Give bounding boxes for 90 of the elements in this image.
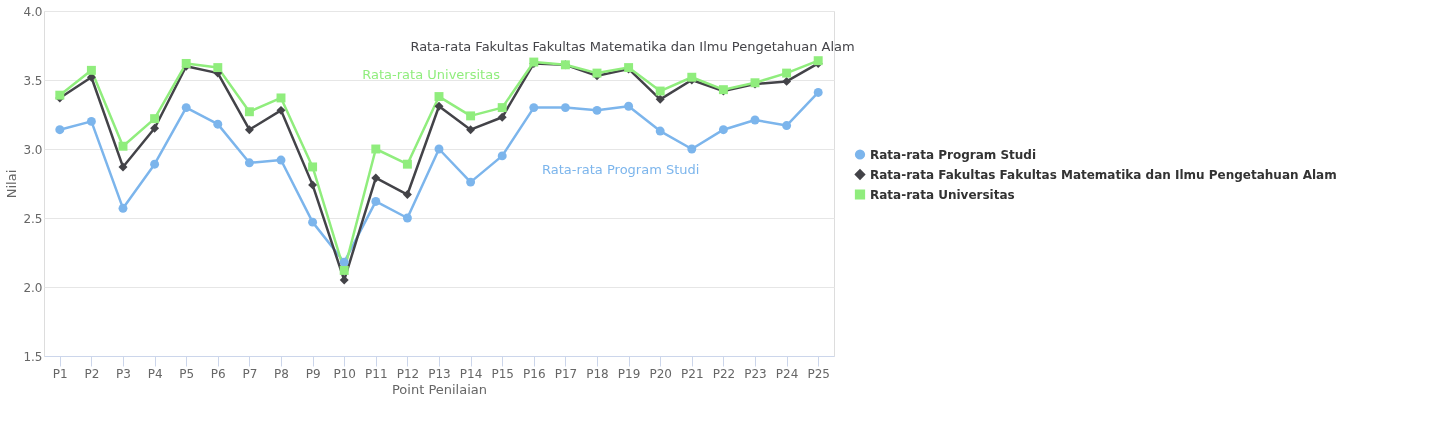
x-tick-label: P14 (459, 366, 483, 381)
point (592, 105, 602, 115)
point (371, 196, 381, 206)
point (371, 144, 381, 154)
point (655, 86, 665, 96)
point (466, 177, 476, 187)
x-tick-label: P13 (428, 366, 451, 381)
point (402, 213, 412, 223)
point (86, 65, 96, 75)
point (434, 101, 444, 111)
x-tick-label: P21 (681, 366, 704, 381)
point (782, 68, 792, 78)
x-tick-label: P18 (586, 366, 609, 381)
x-tick-label: P7 (242, 366, 258, 381)
x-tick-label: P11 (365, 366, 388, 381)
point (529, 103, 539, 113)
point (497, 112, 507, 122)
point (244, 158, 254, 168)
x-tick-label: P23 (744, 366, 767, 381)
x-tick-label: P12 (396, 366, 420, 381)
point (466, 125, 476, 135)
x-tick-label: P6 (210, 366, 226, 381)
point (118, 203, 128, 213)
x-tick-label: P3 (116, 366, 131, 381)
point (150, 114, 160, 124)
x-tick-label: P24 (775, 366, 799, 381)
point (118, 141, 128, 151)
y-tick-label: 2.5 (23, 211, 43, 226)
legend-label: Rata-rata Program Studi (870, 147, 1037, 162)
y-tick-label: 4.0 (23, 4, 43, 19)
point (150, 123, 160, 133)
point (813, 87, 823, 97)
x-tick-label: P25 (807, 366, 830, 381)
x-tick-label: P4 (147, 366, 163, 381)
point (655, 126, 665, 136)
point (466, 111, 476, 121)
x-tick-label: P22 (712, 366, 736, 381)
point (402, 190, 412, 200)
point (687, 144, 697, 154)
point (782, 121, 792, 130)
point (308, 217, 318, 227)
x-tick-label: P9 (305, 366, 321, 381)
x-tick-label: P17 (554, 366, 578, 381)
x-tick-label: P16 (523, 366, 546, 381)
point (750, 115, 760, 125)
text: Rata-rata Universitas (362, 66, 500, 82)
x-tick-label: P8 (274, 366, 289, 381)
x-tick-label: P15 (491, 366, 514, 381)
legend-label: Rata-rata Fakultas Fakultas Matematika dan Ilmu Pengetahuan Alam (870, 167, 1337, 182)
y-tick-label: 1.5 (23, 349, 43, 364)
point (276, 93, 286, 103)
point (150, 159, 160, 169)
point (55, 125, 65, 135)
point (118, 162, 128, 172)
y-tick-label: 2.0 (23, 280, 43, 295)
point (339, 265, 349, 275)
x-tick-label: P10 (333, 366, 356, 381)
x-tick-label: P5 (179, 366, 195, 381)
point (308, 180, 318, 190)
point (497, 103, 507, 113)
point (86, 116, 96, 126)
x-tick-label: P2 (84, 366, 100, 381)
point (782, 76, 792, 86)
legend-label: Rata-rata Universitas (870, 187, 1015, 202)
point (718, 125, 728, 135)
point (276, 155, 286, 165)
point (339, 257, 349, 267)
text: Rata-rata Fakultas Fakultas Matematika dan Ilmu Pengetahuan Alam (410, 39, 855, 55)
x-tick-label: P20 (649, 366, 672, 381)
point (276, 105, 286, 115)
x-tick-label: P19 (617, 366, 641, 381)
y-axis-title: Nilai (4, 169, 20, 199)
point (560, 103, 570, 113)
point (624, 101, 634, 111)
point (371, 173, 381, 183)
point (244, 125, 254, 135)
point (497, 151, 507, 161)
point (434, 144, 444, 154)
point (181, 103, 191, 113)
text: Rata-rata Program Studi (541, 161, 700, 177)
point (308, 162, 318, 172)
point (402, 159, 412, 169)
point (244, 107, 254, 117)
y-tick-label: 3.0 (23, 142, 43, 157)
point (213, 63, 223, 73)
y-tick-label: 3.5 (23, 73, 43, 88)
point (213, 119, 223, 129)
point (434, 92, 444, 102)
x-tick-label: P1 (52, 366, 68, 381)
x-axis-title: Point Penilaian (391, 381, 488, 397)
